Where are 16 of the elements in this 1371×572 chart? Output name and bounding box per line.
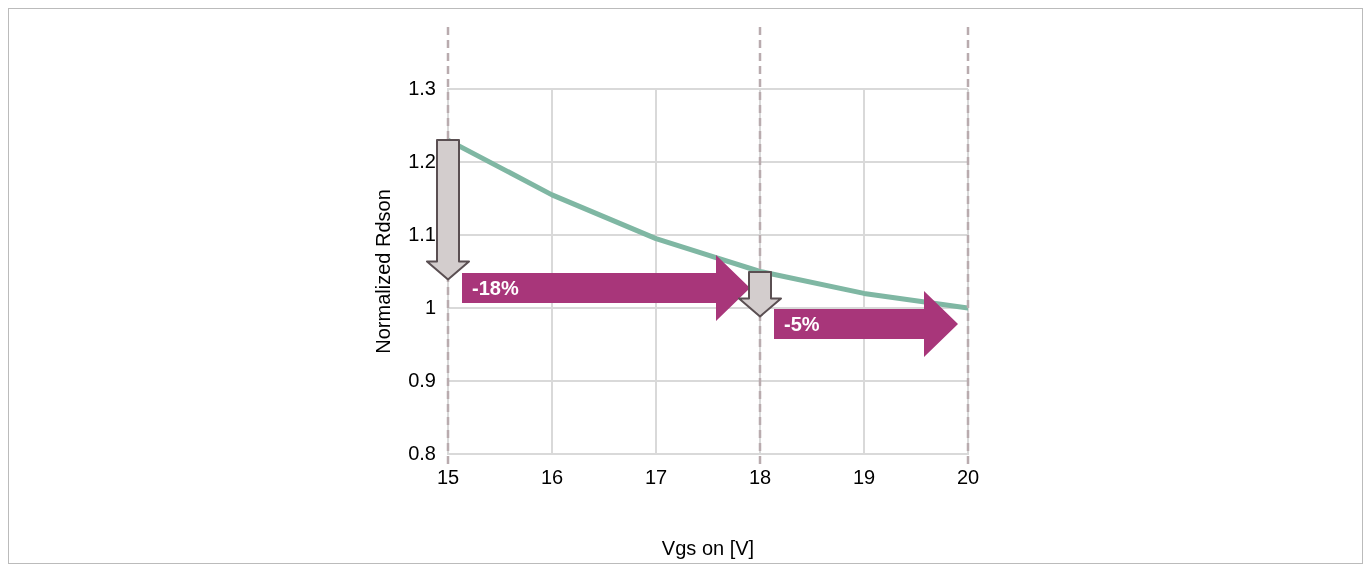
x-tick-label: 17 bbox=[644, 465, 668, 488]
x-axis-title: Vgs on [V] bbox=[661, 536, 755, 559]
x-tick-label: 16 bbox=[540, 465, 564, 488]
x-tick-label: 20 bbox=[956, 465, 980, 488]
y-tick-label: 1.1 bbox=[408, 222, 436, 245]
annotation: -5% bbox=[784, 312, 820, 337]
annotation: -18% bbox=[472, 275, 519, 301]
y-tick-label: 1.3 bbox=[408, 76, 436, 99]
x-tick-label: 18 bbox=[748, 465, 772, 488]
y-tick-label: 1.2 bbox=[408, 149, 436, 172]
x-tick-label: 19 bbox=[852, 465, 876, 488]
y-tick-label: 0.8 bbox=[408, 441, 436, 464]
y-tick-label: 1 bbox=[424, 295, 436, 318]
x-tick-label: 15 bbox=[436, 465, 460, 488]
y-tick-label: 0.9 bbox=[408, 368, 436, 391]
y-axis-title: Normalized Rdson bbox=[371, 189, 394, 354]
